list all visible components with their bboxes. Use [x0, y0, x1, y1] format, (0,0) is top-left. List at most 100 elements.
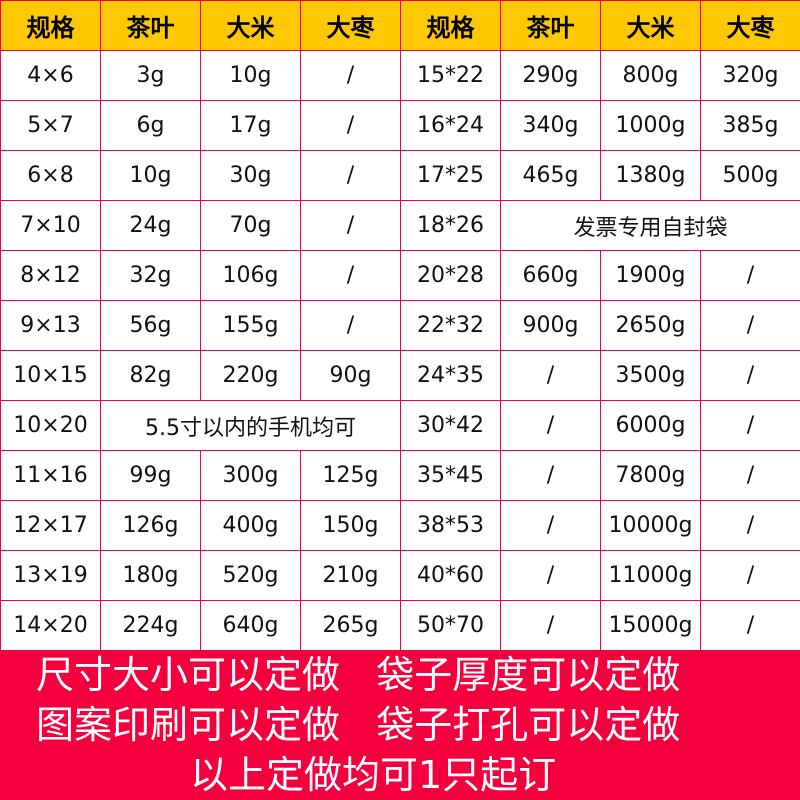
table-cell: /: [500, 500, 601, 551]
table-cell: 6g: [100, 100, 201, 151]
table-row: 4×6 3g 10g/15*22 290g 800g 320g: [0, 50, 800, 101]
table-cell: 125g: [300, 450, 401, 501]
table-cell: 1380g: [600, 150, 701, 201]
table-cell: 385g: [700, 100, 800, 151]
table-cell: 70g: [200, 200, 301, 251]
table-cell: 224g: [100, 600, 201, 651]
table-cell: 1900g: [600, 250, 701, 301]
banner-line: 图案印刷可以定做 袋子打孔可以定做: [36, 703, 681, 747]
table-cell: 56g: [100, 300, 201, 351]
header-tea: 茶叶: [500, 0, 601, 51]
table-cell: /: [300, 50, 401, 101]
table-cell: /: [700, 550, 800, 601]
table-cell: 106g: [200, 250, 301, 301]
table-cell: 10g: [200, 50, 301, 101]
table-cell: 20*28: [400, 250, 501, 301]
table-cell: 12×17: [0, 500, 101, 551]
custom-order-banner: 尺寸大小可以定做 袋子厚度可以定做 图案印刷可以定做 袋子打孔可以定做 以上定做…: [0, 650, 800, 800]
table-cell: /: [700, 350, 800, 401]
banner-line: 尺寸大小可以定做 袋子厚度可以定做: [36, 653, 681, 697]
header-size: 规格: [400, 0, 501, 51]
table-cell: 640g: [200, 600, 301, 651]
table-row: 6×8 10g 30g/17*25 465g 1380g 500g: [0, 150, 800, 201]
table-row: 9×13 56g 155g/22*32 900g 2650g /: [0, 300, 800, 351]
table-row: 13×19 180g 520g 210g 40*60/11000g /: [0, 550, 800, 601]
table-cell: 99g: [100, 450, 201, 501]
table-row: 7×10 24g 70g/18*26 发票专用自封袋: [0, 200, 800, 251]
table-row: 8×12 32g 106g/20*28 660g 1900g /: [0, 250, 800, 301]
table-cell: 10×15: [0, 350, 101, 401]
table-cell: 24*35: [400, 350, 501, 401]
table-cell: /: [700, 450, 800, 501]
table-row: 5×7 6g 17g/16*24 340g 1000g 385g: [0, 100, 800, 151]
table-cell: 30g: [200, 150, 301, 201]
header-rice: 大米: [200, 0, 301, 51]
table-cell: 155g: [200, 300, 301, 351]
table-row: 10×20 5.5寸以内的手机均可 30*42/6000g /: [0, 400, 800, 451]
table-row: 11×16 99g 300g 125g 35*45/7800g /: [0, 450, 800, 501]
table-cell: 3500g: [600, 350, 701, 401]
table-cell: 15000g: [600, 600, 701, 651]
table-cell: 6×8: [0, 150, 101, 201]
table-cell: 210g: [300, 550, 401, 601]
table-cell: 320g: [700, 50, 800, 101]
table-cell: 50*70: [400, 600, 501, 651]
table-cell: 16*24: [400, 100, 501, 151]
table-cell: 290g: [500, 50, 601, 101]
table-cell: 4×6: [0, 50, 101, 101]
table-cell: 2650g: [600, 300, 701, 351]
table-body: 4×6 3g 10g/15*22 290g 800g 320g 5×7 6g 17g/16*24…: [0, 50, 800, 651]
table-cell: 10g: [100, 150, 201, 201]
table-cell: 10×20: [0, 400, 101, 451]
table-cell: 5×7: [0, 100, 101, 151]
table-cell: /: [500, 400, 601, 451]
table-cell: /: [300, 300, 401, 351]
header-rice: 大米: [600, 0, 701, 51]
table-cell: /: [500, 550, 601, 601]
table-cell: 8×12: [0, 250, 101, 301]
table-cell: 40*60: [400, 550, 501, 601]
table-cell: /: [700, 500, 800, 551]
table-cell: 32g: [100, 250, 201, 301]
table-cell: 465g: [500, 150, 601, 201]
table-cell: 14×20: [0, 600, 101, 651]
header-size: 规格: [0, 0, 101, 51]
table-cell: 400g: [200, 500, 301, 551]
table-cell: 660g: [500, 250, 601, 301]
table-row: 10×15 82g 220g 90g 24*35/3500g /: [0, 350, 800, 401]
table-cell: 126g: [100, 500, 201, 551]
table-row: 12×17 126g 400g 150g 38*53/10000g /: [0, 500, 800, 551]
banner-line: 以上定做均可1只起订: [190, 753, 557, 797]
table-cell: /: [500, 450, 601, 501]
table-cell: 90g: [300, 350, 401, 401]
table-cell: 10000g: [600, 500, 701, 551]
table-cell: 6000g: [600, 400, 701, 451]
table-cell: 265g: [300, 600, 401, 651]
table-cell: /: [300, 200, 401, 251]
table-cell: 900g: [500, 300, 601, 351]
table-cell: /: [500, 350, 601, 401]
table-cell: 150g: [300, 500, 401, 551]
table-cell: 7×10: [0, 200, 101, 251]
table-cell: 3g: [100, 50, 201, 101]
table-cell: 1000g: [600, 100, 701, 151]
table-cell: 300g: [200, 450, 301, 501]
table-cell: 11×16: [0, 450, 101, 501]
table-cell: 9×13: [0, 300, 101, 351]
table-cell: 800g: [600, 50, 701, 101]
table-cell: 17*25: [400, 150, 501, 201]
header-row: 规格 茶叶 大米 大枣 规格 茶叶 大米 大枣: [0, 0, 800, 51]
table-cell: /: [300, 250, 401, 301]
table-cell: 38*53: [400, 500, 501, 551]
table-cell-note: 发票专用自封袋: [500, 200, 800, 251]
table-cell: /: [700, 400, 800, 451]
table-cell: /: [700, 300, 800, 351]
table-cell: /: [700, 250, 800, 301]
table-cell-note: 5.5寸以内的手机均可: [100, 400, 401, 451]
table-cell: 520g: [200, 550, 301, 601]
table-cell: 13×19: [0, 550, 101, 601]
table-cell: 24g: [100, 200, 201, 251]
table-row: 14×20 224g 640g 265g 50*70/15000g /: [0, 600, 800, 651]
spec-table: 规格 茶叶 大米 大枣 规格 茶叶 大米 大枣 4×6 3g 10g/15*22 29…: [0, 0, 800, 651]
table-cell: /: [300, 150, 401, 201]
